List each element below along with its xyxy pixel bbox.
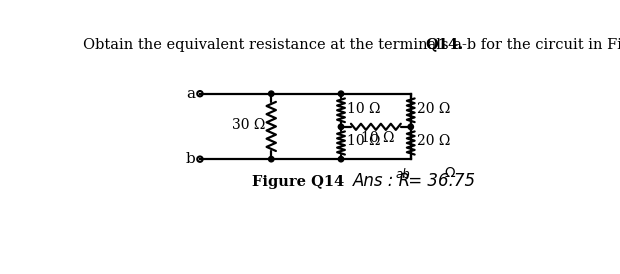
- Text: b: b: [185, 152, 195, 166]
- Text: 30 Ω: 30 Ω: [232, 118, 265, 132]
- Text: = 36.75: = 36.75: [403, 172, 475, 190]
- Text: Obtain the equivalent resistance at the terminals a-b for the circuit in Figure: Obtain the equivalent resistance at the …: [83, 38, 620, 52]
- Circle shape: [408, 124, 414, 130]
- Text: 20 Ω: 20 Ω: [417, 102, 450, 116]
- Text: ab: ab: [396, 169, 410, 181]
- Text: 10 Ω: 10 Ω: [347, 102, 381, 116]
- Circle shape: [339, 91, 343, 96]
- Text: Ω: Ω: [444, 166, 454, 180]
- Text: Ans : R: Ans : R: [353, 172, 410, 190]
- Circle shape: [268, 91, 274, 96]
- Circle shape: [339, 124, 343, 130]
- Text: Figure Q14: Figure Q14: [252, 175, 345, 189]
- Circle shape: [339, 156, 343, 162]
- Text: 20 Ω: 20 Ω: [417, 135, 450, 149]
- Text: 10 Ω: 10 Ω: [361, 131, 394, 145]
- Text: 10 Ω: 10 Ω: [347, 135, 381, 149]
- Text: Q14.: Q14.: [425, 38, 463, 52]
- Circle shape: [268, 156, 274, 162]
- Text: a: a: [186, 87, 195, 101]
